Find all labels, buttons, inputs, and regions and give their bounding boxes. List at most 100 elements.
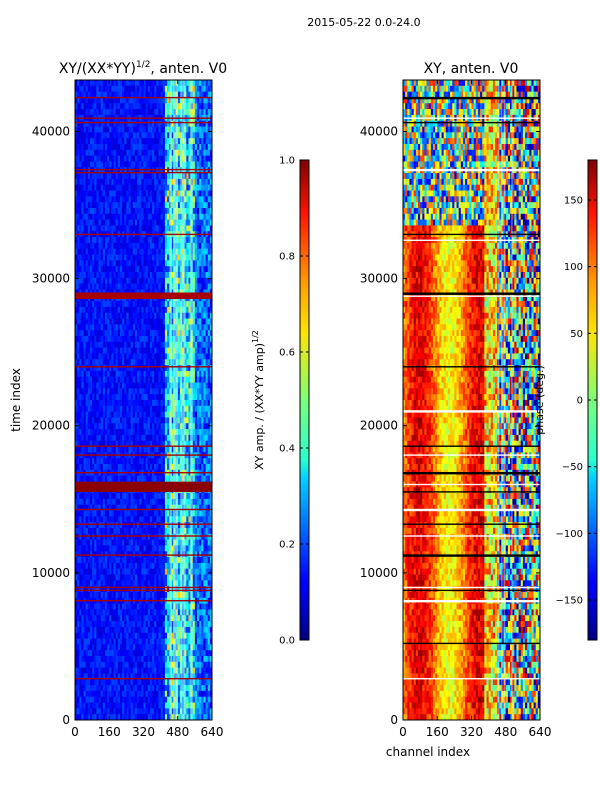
amplitude-cell bbox=[81, 417, 84, 424]
amplitude-cell bbox=[160, 120, 164, 127]
amplitude-cell bbox=[81, 498, 84, 506]
amplitude-cell bbox=[104, 336, 108, 343]
amplitude-cell bbox=[201, 219, 204, 226]
amplitude-cell bbox=[98, 394, 102, 401]
amplitude-cell bbox=[143, 353, 147, 360]
amplitude-cell bbox=[209, 475, 212, 482]
amplitude-cell bbox=[197, 353, 200, 360]
amplitude-cell bbox=[156, 85, 159, 93]
amplitude-cell bbox=[124, 394, 127, 401]
amplitude-cell bbox=[89, 184, 93, 191]
amplitude-cell bbox=[205, 341, 209, 349]
amplitude-cell bbox=[160, 138, 164, 145]
amplitude-cell bbox=[186, 318, 189, 325]
amplitude-cell bbox=[109, 184, 112, 191]
amplitude-cell bbox=[100, 411, 104, 418]
amplitude-cell bbox=[164, 382, 168, 389]
amplitude-cell bbox=[134, 516, 138, 523]
amplitude-cell bbox=[119, 341, 123, 349]
amplitude-cell bbox=[130, 202, 134, 209]
amplitude-cell bbox=[98, 324, 102, 331]
amplitude-cell bbox=[111, 173, 114, 180]
amplitude-cell bbox=[158, 510, 162, 517]
amplitude-cell bbox=[130, 510, 134, 517]
amplitude-cell bbox=[154, 103, 157, 110]
amplitude-cell bbox=[130, 144, 134, 151]
amplitude-cell bbox=[162, 85, 166, 93]
amplitude-cell bbox=[201, 359, 204, 366]
amplitude-cell bbox=[124, 242, 127, 250]
amplitude-cell bbox=[139, 510, 142, 517]
amplitude-cell bbox=[96, 359, 99, 366]
amplitude-cell bbox=[128, 306, 132, 314]
amplitude-cell bbox=[87, 440, 91, 447]
amplitude-cell bbox=[83, 510, 87, 517]
amplitude-cell bbox=[177, 359, 181, 366]
amplitude-cell bbox=[137, 434, 140, 442]
amplitude-cell bbox=[85, 155, 89, 162]
amplitude-cell bbox=[96, 458, 99, 465]
amplitude-cell bbox=[137, 120, 140, 127]
amplitude-cell bbox=[132, 324, 136, 331]
amplitude-cell bbox=[122, 405, 125, 413]
amplitude-cell bbox=[94, 173, 97, 180]
amplitude-cell bbox=[79, 510, 82, 517]
amplitude-cell bbox=[197, 405, 200, 413]
amplitude-cell bbox=[160, 242, 164, 250]
amplitude-cell bbox=[205, 365, 209, 372]
amplitude-cell bbox=[87, 493, 91, 500]
amplitude-cell bbox=[115, 423, 119, 430]
amplitude-cell bbox=[154, 516, 157, 523]
amplitude-cell bbox=[119, 522, 123, 529]
amplitude-cell bbox=[117, 417, 121, 424]
amplitude-cell bbox=[94, 429, 97, 436]
amplitude-cell bbox=[171, 370, 174, 378]
amplitude-cell bbox=[156, 446, 159, 453]
amplitude-cell bbox=[117, 138, 121, 145]
amplitude-cell bbox=[128, 173, 132, 180]
amplitude-cell bbox=[149, 103, 153, 110]
amplitude-cell bbox=[167, 173, 170, 180]
amplitude-cell bbox=[94, 120, 97, 127]
amplitude-cell bbox=[209, 277, 212, 285]
amplitude-cell bbox=[92, 388, 95, 395]
amplitude-cell bbox=[186, 475, 189, 482]
amplitude-cell bbox=[134, 324, 138, 331]
amplitude-cell bbox=[149, 405, 153, 413]
amplitude-cell bbox=[100, 359, 104, 366]
amplitude-cell bbox=[102, 498, 106, 506]
amplitude-cell bbox=[83, 277, 87, 285]
amplitude-cell bbox=[83, 528, 87, 535]
amplitude-cell bbox=[192, 272, 196, 279]
amplitude-cell bbox=[194, 446, 198, 453]
amplitude-cell bbox=[162, 144, 166, 151]
amplitude-cell bbox=[115, 365, 119, 372]
amplitude-cell bbox=[96, 219, 99, 226]
amplitude-cell bbox=[134, 225, 138, 232]
amplitude-cell bbox=[164, 196, 168, 203]
amplitude-cell bbox=[145, 365, 149, 372]
amplitude-cell bbox=[152, 458, 155, 465]
amplitude-cell bbox=[128, 190, 132, 197]
amplitude-cell bbox=[94, 155, 97, 162]
amplitude-cell bbox=[149, 365, 153, 372]
amplitude-cell bbox=[141, 504, 144, 511]
amplitude-cell bbox=[100, 219, 104, 226]
amplitude-cell bbox=[207, 365, 211, 372]
amplitude-cell bbox=[79, 167, 82, 174]
amplitude-cell bbox=[209, 423, 212, 430]
amplitude-cell bbox=[186, 336, 189, 343]
amplitude-cell bbox=[111, 365, 114, 372]
amplitude-cell bbox=[158, 178, 162, 186]
amplitude-cell bbox=[158, 97, 162, 104]
amplitude-cell bbox=[119, 347, 123, 354]
amplitude-cell bbox=[87, 434, 91, 442]
amplitude-cell bbox=[201, 103, 204, 110]
amplitude-cell bbox=[117, 272, 121, 279]
amplitude-cell bbox=[194, 80, 198, 87]
amplitude-cell bbox=[87, 330, 91, 337]
amplitude-cell bbox=[188, 248, 191, 255]
amplitude-cell bbox=[113, 400, 117, 407]
amplitude-cell bbox=[205, 109, 209, 116]
amplitude-cell bbox=[87, 312, 91, 319]
